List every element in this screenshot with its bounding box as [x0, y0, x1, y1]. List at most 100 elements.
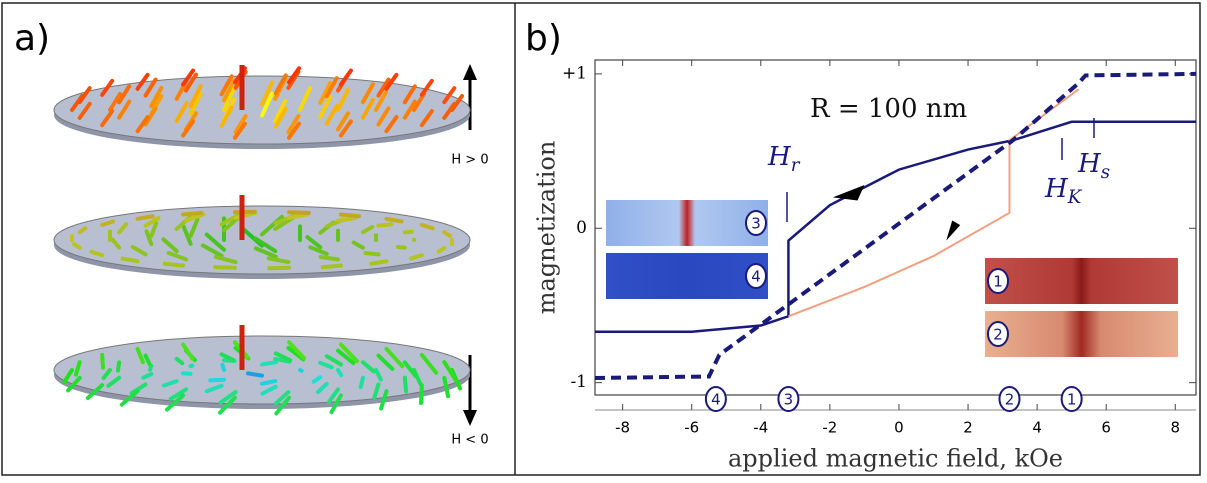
moment-arrow — [324, 354, 344, 367]
moment-arrow — [73, 360, 82, 377]
moment-arrow — [143, 106, 158, 127]
moment-arrow — [72, 242, 82, 250]
inset-image — [985, 258, 1178, 304]
moment-arrow — [402, 360, 418, 379]
moment-arrow — [318, 95, 333, 120]
moment-arrow — [384, 115, 399, 134]
moment-arrow — [376, 222, 394, 228]
moment-arrow — [376, 77, 391, 98]
moment-arrow — [260, 80, 274, 107]
moment-arrow — [360, 82, 375, 105]
moment-arrow — [384, 346, 405, 369]
moment-arrow — [101, 368, 112, 380]
moment-arrow — [442, 101, 457, 120]
moment-arrow — [213, 265, 237, 270]
moment-arrow — [338, 212, 362, 219]
inset-number: 4 — [751, 268, 761, 286]
moment-arrow — [213, 254, 238, 265]
moment-arrow — [117, 222, 129, 235]
moment-arrow — [62, 368, 74, 385]
moment-arrow — [200, 243, 224, 258]
moment-arrow — [188, 363, 195, 369]
moment-arrow — [119, 389, 140, 407]
moment-arrow — [208, 377, 226, 383]
moment-arrow — [233, 114, 248, 135]
moment-arrow — [135, 72, 150, 91]
moment-arrow — [130, 244, 148, 257]
axis-marker-label: 1 — [1067, 391, 1077, 409]
moment-arrow — [287, 121, 302, 140]
moment-arrow — [100, 219, 115, 227]
moment-arrow — [329, 393, 343, 415]
moment-arrow — [135, 115, 150, 134]
x-tick-label: 0 — [894, 419, 904, 437]
moment-arrow — [379, 389, 389, 411]
inset-badge — [987, 321, 1009, 347]
moment-arrow — [66, 375, 82, 393]
moment-arrow — [273, 351, 293, 363]
moment-arrow — [181, 224, 193, 246]
radius-label: R = 100 nm — [810, 94, 967, 124]
axis-marker — [1060, 386, 1083, 412]
moment-arrow — [188, 217, 200, 239]
moment-arrow — [287, 66, 302, 85]
moment-arrow — [89, 249, 105, 258]
moment-arrow — [77, 86, 92, 105]
moment-arrow — [181, 68, 196, 87]
moment-arrow — [218, 390, 238, 405]
moment-arrow — [180, 371, 193, 376]
moment-arrow — [174, 356, 185, 366]
moment-arrow — [402, 99, 417, 120]
moment-arrow — [369, 259, 389, 266]
moment-arrow — [311, 375, 323, 384]
moment-arrow — [318, 80, 333, 105]
disk — [53, 335, 471, 405]
moment-arrow — [336, 216, 358, 223]
moment-arrow — [336, 111, 350, 132]
moment-arrow — [442, 86, 457, 105]
moment-arrow — [141, 372, 154, 380]
moment-arrow — [274, 395, 292, 416]
moment-arrow — [100, 78, 115, 97]
field-arrowhead — [463, 410, 477, 426]
moment-arrow — [318, 360, 334, 370]
moment-arrow — [260, 91, 274, 118]
moment-arrow — [165, 393, 186, 412]
panel-label: a) — [14, 18, 50, 59]
moment-arrow — [419, 222, 435, 231]
axis-marker — [704, 386, 727, 412]
moment-arrow — [384, 72, 399, 91]
annotation-symbol: H — [767, 142, 792, 172]
y-tick-label: 0 — [576, 218, 587, 238]
inset-number: 3 — [751, 215, 761, 233]
inset-number: 1 — [993, 273, 1003, 291]
moment-arrow — [372, 382, 381, 400]
moment-arrow — [409, 253, 424, 261]
moment-arrow — [418, 383, 424, 406]
moment-arrow — [219, 105, 234, 128]
moment-arrow — [174, 101, 189, 124]
moment-arrow — [260, 384, 278, 396]
inset-number: 2 — [993, 326, 1003, 344]
inset-image — [606, 200, 768, 246]
moment-arrow — [436, 245, 447, 254]
moment-arrow — [162, 261, 186, 268]
moment-arrow — [184, 212, 206, 223]
moment-arrow — [376, 106, 391, 127]
moment-arrow — [419, 109, 434, 128]
moment-arrow — [363, 251, 381, 257]
annotation: Hr — [767, 142, 801, 176]
moment-arrow — [115, 360, 122, 373]
moment-arrow — [222, 86, 236, 112]
moment-arrow — [419, 352, 439, 375]
annotation: Hs — [1077, 149, 1110, 183]
y-axis-title: magnetization — [533, 141, 561, 315]
moment-arrow — [168, 387, 188, 401]
moment-arrow — [219, 352, 235, 362]
moment-arrow — [286, 212, 311, 220]
moment-arrow — [253, 246, 278, 259]
moment-arrow — [253, 236, 278, 254]
moment-arrow — [338, 68, 353, 87]
moment-arrow — [149, 221, 159, 238]
